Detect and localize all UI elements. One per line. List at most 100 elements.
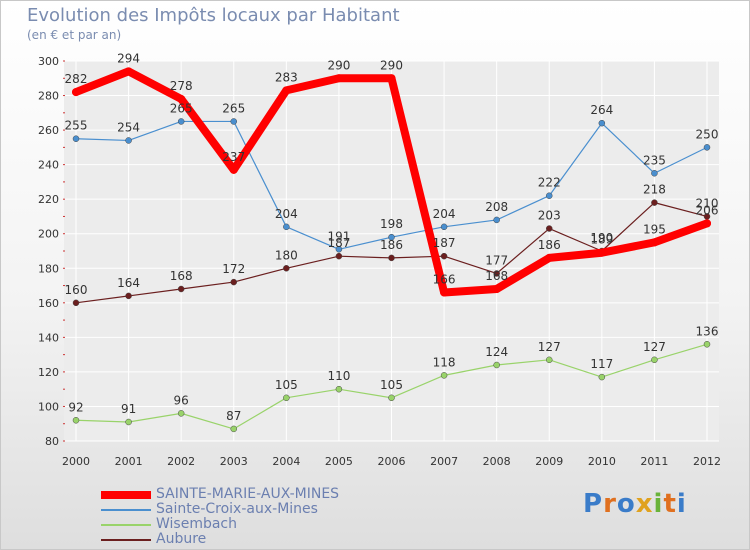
y-tick-label: 180 xyxy=(38,262,59,275)
data-label: 204 xyxy=(433,207,456,221)
data-point xyxy=(650,238,659,247)
data-label: 105 xyxy=(380,378,403,392)
data-point xyxy=(230,118,237,125)
x-tick-label: 2005 xyxy=(325,455,353,468)
data-point xyxy=(598,119,606,127)
y-tick-label: 260 xyxy=(38,124,59,137)
data-label: 191 xyxy=(327,229,350,243)
data-point xyxy=(440,288,449,297)
data-label: 222 xyxy=(538,176,561,190)
chart-title: Evolution des Impôts locaux par Habitant xyxy=(27,5,400,26)
data-point xyxy=(388,254,395,262)
data-point xyxy=(229,165,238,174)
data-point xyxy=(72,417,80,424)
legend-swatch xyxy=(101,491,151,499)
data-point xyxy=(230,425,237,433)
data-label: 124 xyxy=(485,345,508,359)
x-tick-label: 2003 xyxy=(220,455,248,468)
x-tick-label: 2007 xyxy=(430,455,458,468)
x-tick-label: 2002 xyxy=(167,455,195,468)
legend-label: Sainte-Croix-aux-Mines xyxy=(156,501,318,517)
data-label: 91 xyxy=(121,402,136,416)
x-tick-label: 2001 xyxy=(115,455,143,468)
legend-label: SAINTE-MARIE-AUX-MINES xyxy=(156,486,340,502)
data-point xyxy=(72,299,80,307)
data-label: 189 xyxy=(590,233,613,247)
data-point xyxy=(334,74,343,83)
data-point xyxy=(703,341,711,348)
data-label: 264 xyxy=(590,103,613,117)
data-label: 186 xyxy=(538,238,561,252)
data-point xyxy=(651,170,658,177)
y-tick-label: 220 xyxy=(38,193,59,206)
x-tick-label: 2008 xyxy=(483,455,511,468)
data-point xyxy=(283,265,290,272)
data-label: 265 xyxy=(170,101,193,115)
data-label: 203 xyxy=(538,209,561,223)
data-point xyxy=(440,223,448,231)
data-label: 87 xyxy=(226,409,241,423)
data-point xyxy=(335,246,343,253)
data-label: 265 xyxy=(222,101,245,115)
data-point xyxy=(335,385,343,393)
data-label: 110 xyxy=(327,369,350,383)
legend: SAINTE-MARIE-AUX-MINES Sainte-Croix-aux-… xyxy=(101,486,421,548)
data-label: 235 xyxy=(643,153,666,167)
data-label: 96 xyxy=(174,393,189,407)
data-point xyxy=(651,356,658,364)
data-point xyxy=(492,285,501,293)
data-point xyxy=(493,270,500,277)
data-label: 195 xyxy=(643,222,666,236)
data-label: 168 xyxy=(485,269,508,283)
data-label: 204 xyxy=(275,207,298,221)
logo-letter: t xyxy=(663,489,677,519)
data-label: 283 xyxy=(275,70,298,84)
data-point xyxy=(703,219,711,228)
x-tick-label: 2006 xyxy=(378,455,406,468)
data-label: 177 xyxy=(485,253,508,267)
data-label: 278 xyxy=(170,79,193,93)
logo-letter: i xyxy=(676,489,687,519)
data-point xyxy=(72,135,80,142)
legend-label: Aubure xyxy=(156,531,207,547)
data-point xyxy=(125,137,132,144)
data-point xyxy=(387,74,396,83)
data-label: 180 xyxy=(275,248,298,262)
data-point xyxy=(283,223,290,231)
legend-label: Wisembach xyxy=(156,516,238,532)
data-label: 105 xyxy=(275,378,298,392)
data-point xyxy=(598,373,606,381)
data-label: 282 xyxy=(65,72,88,86)
data-point xyxy=(124,67,133,76)
data-point xyxy=(72,88,80,97)
data-label: 208 xyxy=(485,200,508,214)
data-point xyxy=(545,253,554,262)
data-point xyxy=(177,118,185,125)
data-label: 172 xyxy=(222,262,245,276)
data-point xyxy=(703,144,711,151)
y-tick-label: 160 xyxy=(38,297,59,310)
data-point xyxy=(597,248,606,257)
data-point xyxy=(440,252,448,260)
y-tick-label: 120 xyxy=(38,366,59,379)
data-label: 254 xyxy=(117,120,140,134)
y-tick-label: 240 xyxy=(38,159,59,172)
data-label: 290 xyxy=(380,58,403,72)
x-tick-label: 2010 xyxy=(588,455,616,468)
x-tick-label: 2000 xyxy=(62,455,90,468)
legend-swatch xyxy=(101,524,151,526)
data-label: 187 xyxy=(433,236,456,250)
logo-letter: r xyxy=(603,489,617,519)
data-label: 127 xyxy=(538,340,561,354)
logo-letter: i xyxy=(653,489,664,519)
data-point xyxy=(177,285,185,293)
data-label: 187 xyxy=(327,236,350,250)
data-point xyxy=(651,199,658,206)
x-tick-label: 2012 xyxy=(693,455,721,468)
data-label: 127 xyxy=(643,340,666,354)
x-tick-label: 2009 xyxy=(535,455,563,468)
logo-letter: x xyxy=(635,489,654,519)
data-point xyxy=(282,86,291,95)
data-label: 250 xyxy=(696,127,719,141)
